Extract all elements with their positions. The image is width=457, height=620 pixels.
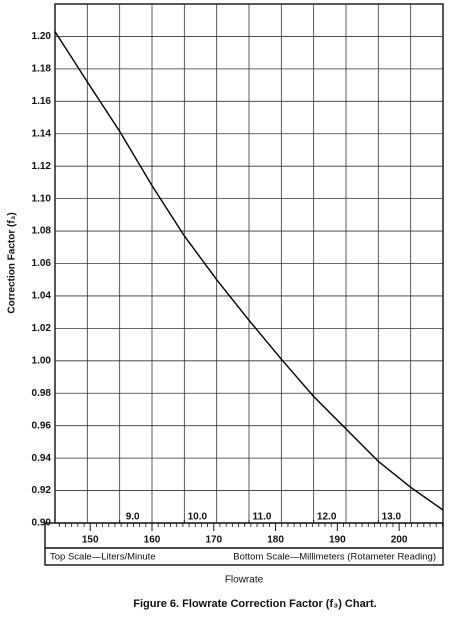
bottom-scale-note: Bottom Scale—Millimeters (Rotameter Read…: [233, 552, 436, 563]
y-tick-label: 1.02: [32, 323, 52, 334]
y-tick-label: 1.10: [32, 193, 52, 204]
y-tick-label: 0.98: [32, 388, 52, 399]
top-scale-note: Top Scale—Liters/Minute: [50, 552, 156, 563]
chart-title: Figure 6. Flowrate Correction Factor (f₃…: [133, 598, 376, 610]
x2-tick-label: 200: [391, 535, 408, 546]
x-tick-label: 13.0: [382, 512, 402, 523]
y-tick-label: 0.96: [32, 420, 52, 431]
x-tick-label: 12.0: [317, 512, 337, 523]
x2-tick-label: 170: [205, 535, 222, 546]
y-tick-label: 1.04: [32, 291, 52, 302]
y-tick-label: 1.14: [32, 128, 52, 139]
y-tick-label: 1.08: [32, 226, 52, 237]
y-tick-label: 1.20: [32, 31, 52, 42]
y-tick-label: 1.16: [32, 96, 52, 107]
x2-tick-label: 190: [329, 535, 346, 546]
y-tick-label: 0.90: [32, 518, 52, 529]
x2-tick-label: 160: [144, 535, 161, 546]
y-tick-label: 1.18: [32, 64, 52, 75]
x-tick-label: 9.0: [126, 512, 140, 523]
y-tick-label: 0.94: [32, 453, 52, 464]
x-tick-label: 11.0: [253, 512, 272, 523]
x2-tick-label: 180: [267, 535, 284, 546]
x-tick-label: 10.0: [188, 512, 208, 523]
x2-tick-label: 150: [82, 535, 99, 546]
x-axis-title: Flowrate: [225, 575, 264, 586]
y-tick-label: 1.00: [32, 355, 52, 366]
y-axis-title: Correction Factor (f₃): [7, 212, 18, 313]
y-tick-label: 1.06: [32, 258, 52, 269]
y-tick-label: 1.12: [32, 161, 52, 172]
curve: [54, 31, 444, 511]
y-tick-label: 0.92: [32, 485, 52, 496]
